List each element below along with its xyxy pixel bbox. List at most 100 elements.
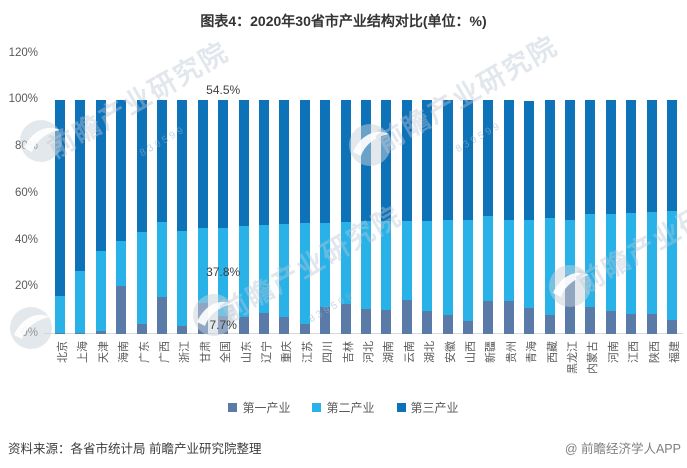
x-axis-category-label: 福建 [669,341,681,363]
x-axis-category-label: 北京 [57,341,69,363]
bar-segment [605,214,616,312]
x-axis-category-label: 辽宁 [261,341,273,363]
bar-segment [299,223,310,324]
bar-segment [340,221,351,305]
bar-segment [422,221,433,312]
bar-segment [136,323,147,334]
bar-segment [544,217,555,316]
y-axis-tick-label: 40% [14,233,38,246]
bar-segment [238,225,249,317]
bar-segment [544,315,555,334]
bar-segment [116,241,127,287]
legend-item: 第二产业 [312,399,375,416]
bar-segment [626,212,637,314]
bar-segment [605,311,616,334]
bar-segment [585,214,596,307]
bar-segment [381,221,392,311]
bar-segment [524,308,535,334]
bar-segment [218,227,229,317]
bar-segment [197,302,208,334]
bar-segment [299,100,310,223]
x-axis-category-label: 内蒙古 [587,341,600,374]
x-axis-category-label: 西藏 [546,341,559,363]
bar-segment [340,304,351,334]
x-axis-category-label: 重庆 [281,341,294,363]
bar-segment [483,216,494,301]
bar-segment [565,275,575,334]
bar-segment [503,100,514,220]
bar-segment [340,100,351,222]
bar-segment [361,221,371,309]
bar-segment [136,100,147,233]
bar-segment [259,312,269,334]
credit-note: @ 前瞻经济学人APP [564,442,681,456]
bar-segment [524,219,535,309]
x-axis-category-label: 安徽 [444,341,457,363]
bar-segment [157,296,167,334]
bar-segment [116,286,127,334]
x-axis-category-label: 甘肃 [199,341,212,363]
x-axis-category-label: 河南 [607,341,620,363]
bar-segment [463,219,473,322]
bar-segment [401,299,412,334]
bar-segment [136,232,147,324]
y-axis-tick-label: 120% [8,46,38,59]
bar-segment [626,313,637,334]
bar-segment [442,314,453,334]
bar-segment [483,100,494,217]
x-axis-category-label: 黑龙江 [567,341,579,374]
bar-segment [422,311,433,334]
bar-segment [238,316,249,334]
bar-segment [646,212,657,314]
y-axis-tick-label: 80% [14,140,38,153]
bar-segment [585,306,596,334]
bar-segment [442,100,453,221]
bar-segment [75,333,86,334]
legend-label: 第二产业 [326,401,375,415]
bar-segment [565,100,575,220]
chart-legend: 第一产业 第二产业 第三产业 [0,399,687,416]
bar-segment [361,309,371,334]
bar-segment [95,100,106,251]
x-axis-category-label: 云南 [403,341,416,363]
x-axis-category-label: 广西 [159,341,171,363]
bar-segment [401,100,412,221]
y-axis-tick-label: 60% [14,186,38,199]
bar-segment [361,100,371,222]
x-axis-category-label: 江苏 [301,341,314,363]
bar-segment [279,317,290,334]
data-label: 7.7% [209,318,237,332]
bar-segment [218,100,229,228]
bar-segment [320,222,331,308]
y-axis-tick-label: 0% [21,327,38,339]
x-axis-category-label: 广东 [138,341,151,363]
x-axis-category-label: 上海 [77,341,90,363]
bar-segment [197,228,208,303]
bar-segment [320,307,331,334]
bar-segment [75,100,86,272]
bar-segment [259,100,269,226]
bar-segment [177,326,188,334]
legend-label: 第三产业 [410,401,459,415]
legend-item: 第三产业 [396,399,459,416]
legend-item: 第一产业 [228,399,290,416]
bar-segment [422,100,433,222]
source-note: 资料来源：各省市统计局 前瞻产业研究院整理 [8,442,262,456]
footer: 资料来源：各省市统计局 前瞻产业研究院整理 @ 前瞻经济学人APP [8,438,681,457]
bar-segment [279,100,290,224]
bar-segment [299,323,310,334]
bar-segment [157,221,167,297]
bar-segment [605,100,616,215]
bar-segment [116,100,127,242]
legend-swatch-icon [312,403,322,412]
bar-segment [565,219,575,276]
bar-segment [55,296,65,334]
legend-swatch-icon [228,403,238,412]
x-axis-category-label: 贵州 [505,341,518,363]
data-label: 54.5% [206,83,241,98]
bar-segment [381,310,392,334]
x-axis-category-label: 海南 [118,341,131,363]
bar-segment [381,100,392,222]
